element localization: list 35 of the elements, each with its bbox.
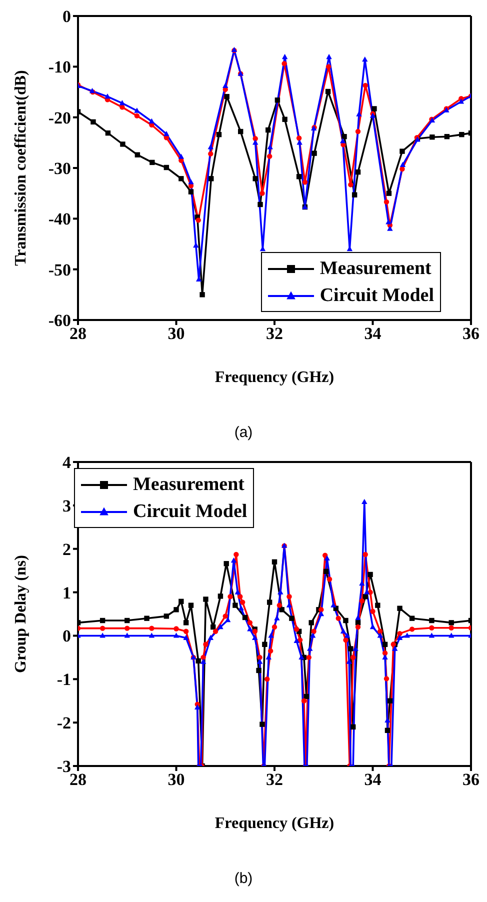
x-tick-label: 34 (364, 770, 382, 790)
y-axis-title: Group Delay (ns) (12, 555, 30, 673)
y-tick-label: -30 (48, 159, 71, 178)
y-tick-label: -60 (48, 311, 71, 330)
x-tick-label: 28 (70, 770, 86, 790)
text: (a) (233, 424, 254, 441)
x-tick-label: 30 (168, 324, 185, 344)
y-tick-label: 2 (62, 540, 71, 559)
y-tick-label: 0 (62, 626, 71, 646)
x-tick-label: 30 (168, 770, 185, 790)
y-axis-title: Transmission coefficient(dB) (12, 70, 30, 266)
y-tick-label: -10 (48, 58, 71, 77)
y-tick-label: -1 (56, 670, 71, 690)
x-tick-label: 36 (462, 324, 480, 344)
legend-label: Circuit Model (320, 284, 434, 306)
y-tick-label: -40 (48, 210, 71, 229)
x-tick-label: 32 (266, 324, 283, 344)
legend-label: Measurement (320, 258, 432, 280)
x-tick-label: 28 (70, 324, 86, 344)
y-tick-label: -50 (48, 260, 71, 280)
y-tick-label: -3 (56, 757, 71, 776)
y-tick-label: -20 (48, 108, 71, 128)
y-tick-label: 1 (62, 583, 71, 602)
legend-label: Circuit Model (133, 500, 248, 522)
y-tick-label: -2 (56, 714, 71, 733)
legend-label: Measurement (133, 474, 245, 496)
y-tick-label: 4 (62, 453, 72, 472)
x-axis-title: Frequency (GHz) (214, 815, 334, 832)
y-tick-label: 3 (62, 496, 71, 516)
x-tick-label: 34 (364, 324, 382, 344)
x-tick-label: 32 (266, 770, 283, 790)
y-tick-label: 0 (62, 7, 71, 26)
x-axis-title: Frequency (GHz) (214, 369, 334, 386)
x-tick-label: 36 (462, 770, 480, 790)
text: (b) (233, 870, 254, 887)
